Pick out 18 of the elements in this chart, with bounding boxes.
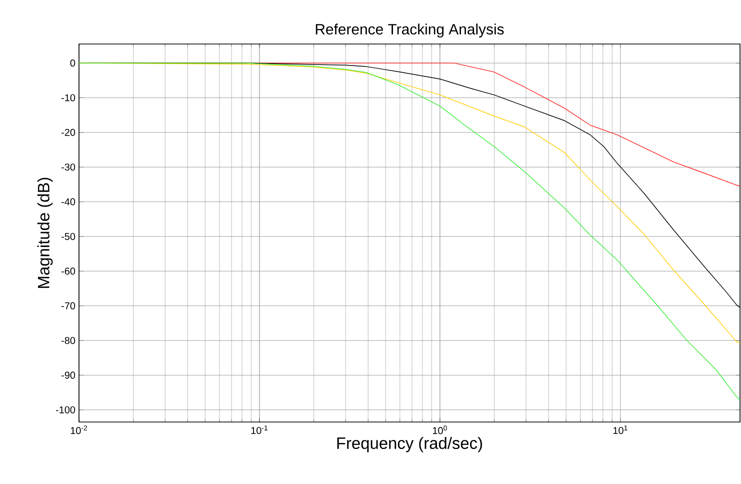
x-tick-label: 10$^{-1}$ [251, 426, 268, 434]
y-tick-label: -10 [62, 94, 76, 102]
y-tick-label: -100 [56, 406, 76, 414]
y-tick-label: -90 [62, 372, 76, 379]
x-tick-label: 10$^{1}$ [613, 426, 628, 434]
y-tick-label: -70 [62, 302, 76, 310]
y-tick-label: -80 [62, 336, 76, 344]
x-tick-label: 10$^{-2}$ [70, 426, 88, 434]
x-axis-title: Frequency (rad/sec) [337, 436, 482, 452]
y-tick-label: -60 [62, 268, 76, 275]
y-axis-title: Magnitude (dB) [37, 178, 53, 288]
y-tick-label: -30 [62, 164, 76, 171]
y-tick-label: 0 [70, 60, 76, 67]
y-tick-label: -40 [62, 198, 76, 206]
y-tick-label: -50 [62, 232, 76, 240]
x-tick-label: 10$^{0}$ [432, 426, 447, 434]
chart-title: Reference Tracking Analysis [316, 24, 504, 38]
y-tick-label: -20 [62, 128, 76, 136]
